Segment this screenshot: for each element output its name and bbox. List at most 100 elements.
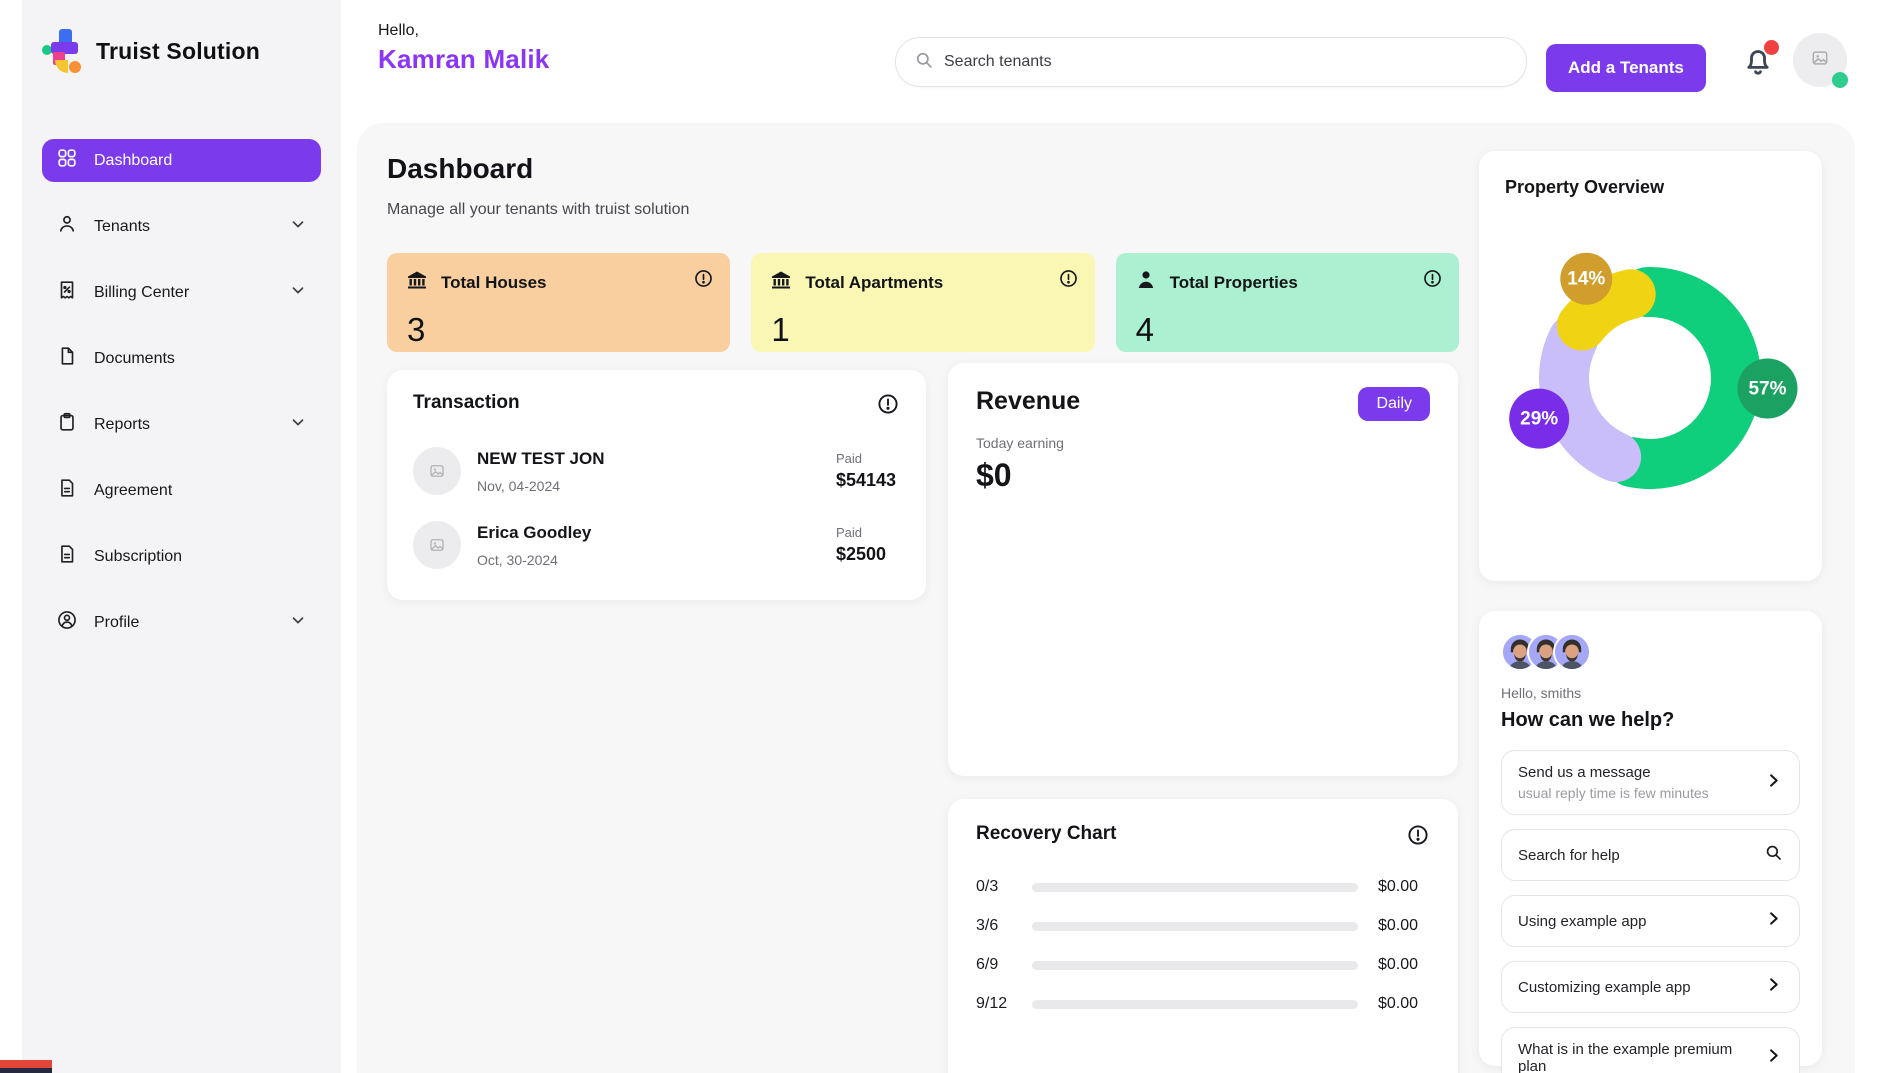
revenue-period-button[interactable]: Daily bbox=[1358, 387, 1430, 421]
chevron-right-icon bbox=[1764, 975, 1783, 999]
image-placeholder-icon bbox=[1810, 48, 1830, 73]
transaction-card: Transaction NEW TEST JON Nov, 04-2024 Pa… bbox=[387, 370, 926, 600]
donut-badge: 57% bbox=[1738, 359, 1798, 419]
app-logo-icon bbox=[42, 28, 84, 74]
payment-amount: $54143 bbox=[836, 470, 900, 491]
file-lines-icon bbox=[56, 543, 78, 570]
help-item-label: Send us a message bbox=[1518, 764, 1754, 781]
user-name: Kamran Malik bbox=[378, 44, 549, 75]
recovery-amount: $0.00 bbox=[1372, 956, 1430, 974]
donut-badge: 29% bbox=[1509, 389, 1569, 449]
transaction-row[interactable]: NEW TEST JON Nov, 04-2024 Paid $54143 bbox=[413, 447, 900, 495]
payment-amount: $2500 bbox=[836, 544, 900, 565]
help-item-label: Customizing example app bbox=[1518, 979, 1754, 996]
bank-icon bbox=[405, 268, 429, 297]
add-tenant-button[interactable]: Add a Tenants bbox=[1546, 44, 1706, 92]
help-card: Hello, smiths How can we help? Send us a… bbox=[1479, 611, 1822, 1066]
help-item-sub: usual reply time is few minutes bbox=[1518, 785, 1754, 801]
content-area: Dashboard Manage all your tenants with t… bbox=[357, 123, 1855, 1073]
person-circle-icon bbox=[56, 609, 78, 636]
help-title: How can we help? bbox=[1501, 709, 1800, 732]
help-item-label: Using example app bbox=[1518, 913, 1754, 930]
transaction-date: Oct, 30-2024 bbox=[477, 552, 820, 568]
sidebar-item-label: Documents bbox=[94, 350, 307, 368]
recovery-amount: $0.00 bbox=[1372, 917, 1430, 935]
sidebar-item-profile[interactable]: Profile bbox=[42, 601, 321, 644]
recovery-ratio-label: 6/9 bbox=[976, 956, 1018, 974]
progress-bar bbox=[1032, 1000, 1358, 1009]
transaction-row[interactable]: Erica Goodley Oct, 30-2024 Paid $2500 bbox=[413, 521, 900, 569]
greeting-text: Hello, bbox=[378, 22, 549, 40]
recovery-amount: $0.00 bbox=[1372, 878, 1430, 896]
sidebar-item-billing-center[interactable]: Billing Center bbox=[42, 271, 321, 314]
sidebar-item-label: Tenants bbox=[94, 218, 273, 236]
topbar: Hello, Kamran Malik Add a Tenants bbox=[341, 0, 1898, 123]
svg-text:57%: 57% bbox=[1748, 379, 1786, 400]
payment-status: Paid bbox=[836, 451, 900, 466]
recovery-card: Recovery Chart 0/3 $0.003/6 $0.006/9 $0.… bbox=[948, 799, 1458, 1073]
help-item-search-for-help[interactable]: Search for help bbox=[1501, 829, 1800, 881]
recovery-title: Recovery Chart bbox=[976, 823, 1116, 845]
sidebar-item-reports[interactable]: Reports bbox=[42, 403, 321, 446]
help-item-send-us-a-message[interactable]: Send us a message usual reply time is fe… bbox=[1501, 750, 1800, 815]
online-status-dot bbox=[1832, 72, 1848, 88]
recovery-ratio-label: 9/12 bbox=[976, 995, 1018, 1013]
search-input[interactable] bbox=[944, 53, 1508, 71]
dev-toolbar-remnant bbox=[0, 1068, 52, 1073]
svg-text:29%: 29% bbox=[1520, 409, 1558, 430]
help-item-using-example-app[interactable]: Using example app bbox=[1501, 895, 1800, 947]
info-icon[interactable] bbox=[693, 268, 714, 294]
help-item-customizing-example-app[interactable]: Customizing example app bbox=[1501, 961, 1800, 1013]
sidebar-item-tenants[interactable]: Tenants bbox=[42, 205, 321, 248]
search-box[interactable] bbox=[895, 37, 1527, 87]
recovery-row: 6/9 $0.00 bbox=[976, 956, 1430, 974]
file-icon bbox=[56, 345, 78, 372]
stat-value: 3 bbox=[407, 311, 712, 349]
sidebar-item-subscription[interactable]: Subscription bbox=[42, 535, 321, 578]
recovery-ratio-label: 3/6 bbox=[976, 917, 1018, 935]
receipt-icon bbox=[56, 279, 78, 306]
revenue-bar-chart bbox=[984, 526, 1432, 754]
sidebar-nav: Dashboard Tenants Billing Center Documen… bbox=[42, 139, 321, 644]
payment-status: Paid bbox=[836, 525, 900, 540]
transaction-date: Nov, 04-2024 bbox=[477, 478, 820, 494]
chevron-down-icon bbox=[289, 611, 307, 634]
stats-row: Total Houses 3 Total Apartments 1 Total … bbox=[387, 253, 1459, 352]
progress-bar bbox=[1032, 961, 1358, 970]
info-icon[interactable] bbox=[1422, 268, 1443, 294]
bank-icon bbox=[769, 268, 793, 297]
info-icon[interactable] bbox=[876, 392, 900, 421]
chevron-down-icon bbox=[289, 281, 307, 304]
property-overview-title: Property Overview bbox=[1505, 177, 1796, 198]
sidebar-item-label: Profile bbox=[94, 614, 273, 632]
sidebar-item-label: Agreement bbox=[94, 482, 307, 500]
chevron-down-icon bbox=[289, 215, 307, 238]
info-icon[interactable] bbox=[1406, 823, 1430, 852]
dev-toolbar-remnant bbox=[0, 1060, 52, 1068]
person-icon bbox=[56, 213, 78, 240]
transaction-title: Transaction bbox=[413, 392, 520, 414]
help-greeting: Hello, smiths bbox=[1501, 685, 1800, 701]
user-avatar[interactable] bbox=[1793, 33, 1847, 87]
property-overview-donut-chart: 57% 29% 14% bbox=[1500, 213, 1800, 543]
recovery-row: 0/3 $0.00 bbox=[976, 878, 1430, 896]
sidebar-item-documents[interactable]: Documents bbox=[42, 337, 321, 380]
sidebar-item-agreement[interactable]: Agreement bbox=[42, 469, 321, 512]
stat-value: 4 bbox=[1136, 311, 1441, 349]
help-item-label: Search for help bbox=[1518, 847, 1754, 864]
greeting-block: Hello, Kamran Malik bbox=[378, 22, 549, 75]
page-subtitle: Manage all your tenants with truist solu… bbox=[387, 201, 689, 219]
tenant-avatar bbox=[413, 521, 461, 569]
help-item-what-is-in-the-example-premium[interactable]: What is in the example premium plan bbox=[1501, 1027, 1800, 1073]
recovery-row: 3/6 $0.00 bbox=[976, 917, 1430, 935]
stat-card-total-properties: Total Properties 4 bbox=[1116, 253, 1459, 352]
tenant-avatar bbox=[413, 447, 461, 495]
notifications-button[interactable] bbox=[1741, 44, 1777, 84]
page-title: Dashboard bbox=[387, 153, 533, 185]
sidebar-item-dashboard[interactable]: Dashboard bbox=[42, 139, 321, 182]
tenant-name: Erica Goodley bbox=[477, 523, 820, 543]
grid-icon bbox=[56, 147, 78, 174]
info-icon[interactable] bbox=[1058, 268, 1079, 294]
chevron-down-icon bbox=[289, 413, 307, 436]
recovery-row: 9/12 $0.00 bbox=[976, 995, 1430, 1013]
